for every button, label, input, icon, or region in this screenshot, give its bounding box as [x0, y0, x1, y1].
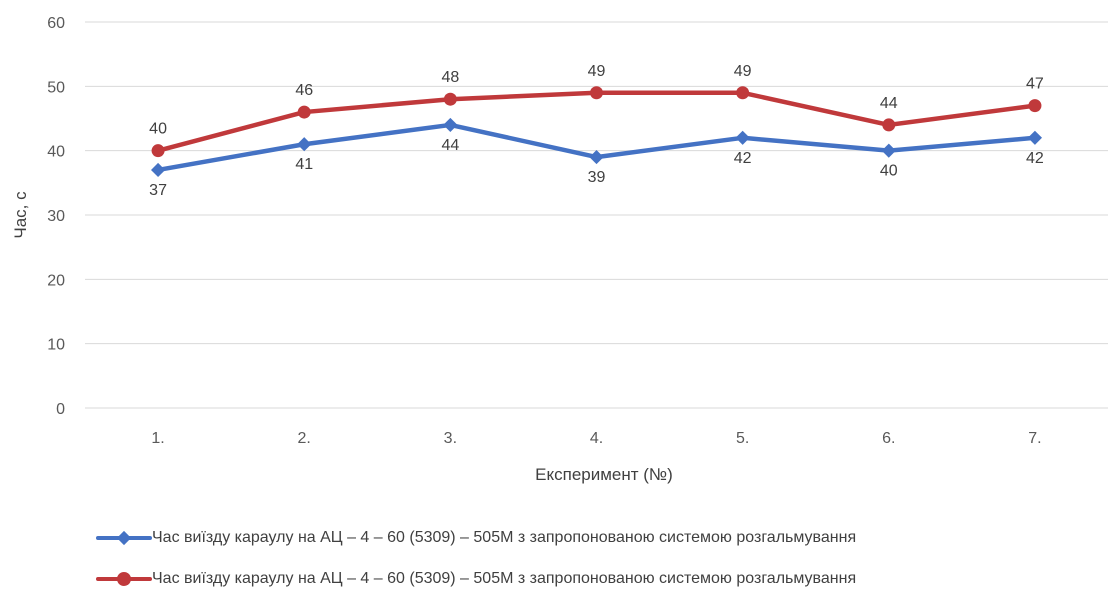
data-label: 39 — [588, 169, 606, 186]
data-point-marker — [736, 86, 750, 100]
line-chart: 0 10 20 30 40 50 60 1. 2. 3. 4. 5. 6. 7. 37 41 44 39 42 4… — [11, 15, 1108, 484]
data-label: 44 — [441, 137, 459, 154]
y-tick-label: 0 — [56, 401, 65, 418]
legend-swatch-blue — [96, 530, 152, 546]
gridlines — [85, 21, 1108, 409]
data-labels: 37 41 44 39 42 40 42 40 46 48 49 49 44 47 — [149, 63, 1044, 199]
data-label: 47 — [1026, 76, 1044, 93]
x-tick-label: 2. — [298, 430, 311, 447]
x-axis-title: Експеримент (№) — [535, 465, 673, 484]
x-tick-label: 4. — [590, 430, 603, 447]
x-axis-ticks: 1. 2. 3. 4. 5. 6. 7. — [151, 430, 1041, 447]
y-axis-ticks: 0 10 20 30 40 50 60 — [47, 15, 65, 418]
y-tick-label: 60 — [47, 15, 65, 32]
data-point-marker — [735, 130, 750, 145]
data-label: 37 — [149, 182, 167, 199]
legend: Час виїзду караулу на АЦ – 4 – 60 (5309)… — [96, 524, 856, 606]
series-group — [151, 86, 1042, 178]
y-axis-title: Час, с — [11, 191, 30, 239]
data-label: 44 — [880, 95, 898, 112]
data-label: 40 — [880, 163, 898, 180]
y-tick-label: 50 — [47, 79, 65, 96]
x-tick-label: 3. — [444, 430, 457, 447]
data-point-marker — [443, 117, 458, 133]
data-label: 42 — [734, 150, 752, 167]
data-point-marker — [882, 118, 896, 132]
data-point-marker — [297, 105, 311, 119]
data-label: 46 — [295, 82, 313, 99]
legend-label-series-1: Час виїзду караулу на АЦ – 4 – 60 (5309)… — [152, 529, 857, 546]
x-tick-label: 5. — [736, 430, 749, 447]
data-label: 40 — [149, 121, 167, 138]
data-label: 42 — [1026, 150, 1044, 167]
legend-item-series-1: Час виїзду караулу на АЦ – 4 – 60 (5309)… — [96, 524, 856, 552]
y-tick-label: 10 — [47, 337, 65, 354]
legend-swatch-red — [96, 572, 152, 586]
x-tick-label: 7. — [1028, 430, 1041, 447]
data-point-marker — [297, 137, 312, 152]
data-point-marker — [1027, 130, 1042, 145]
data-point-marker — [443, 92, 457, 106]
y-tick-label: 30 — [47, 208, 65, 225]
data-label: 41 — [295, 156, 313, 173]
data-point-marker — [1028, 99, 1042, 113]
series-line-2 — [155, 90, 1038, 153]
data-point-marker — [151, 162, 166, 178]
data-point-marker — [590, 86, 603, 100]
x-tick-label: 6. — [882, 430, 895, 447]
data-label: 49 — [734, 63, 752, 80]
x-tick-label: 1. — [151, 430, 164, 447]
data-label: 49 — [588, 63, 606, 80]
y-tick-label: 40 — [47, 144, 65, 161]
data-label: 48 — [441, 69, 459, 86]
y-tick-label: 20 — [47, 272, 65, 289]
data-point-marker — [151, 144, 165, 158]
legend-label-series-2: Час виїзду караулу на АЦ – 4 – 60 (5309)… — [152, 570, 857, 587]
data-point-marker — [881, 143, 896, 158]
legend-item-series-2: Час виїзду караулу на АЦ – 4 – 60 (5309)… — [96, 565, 856, 593]
data-point-marker — [589, 150, 604, 165]
